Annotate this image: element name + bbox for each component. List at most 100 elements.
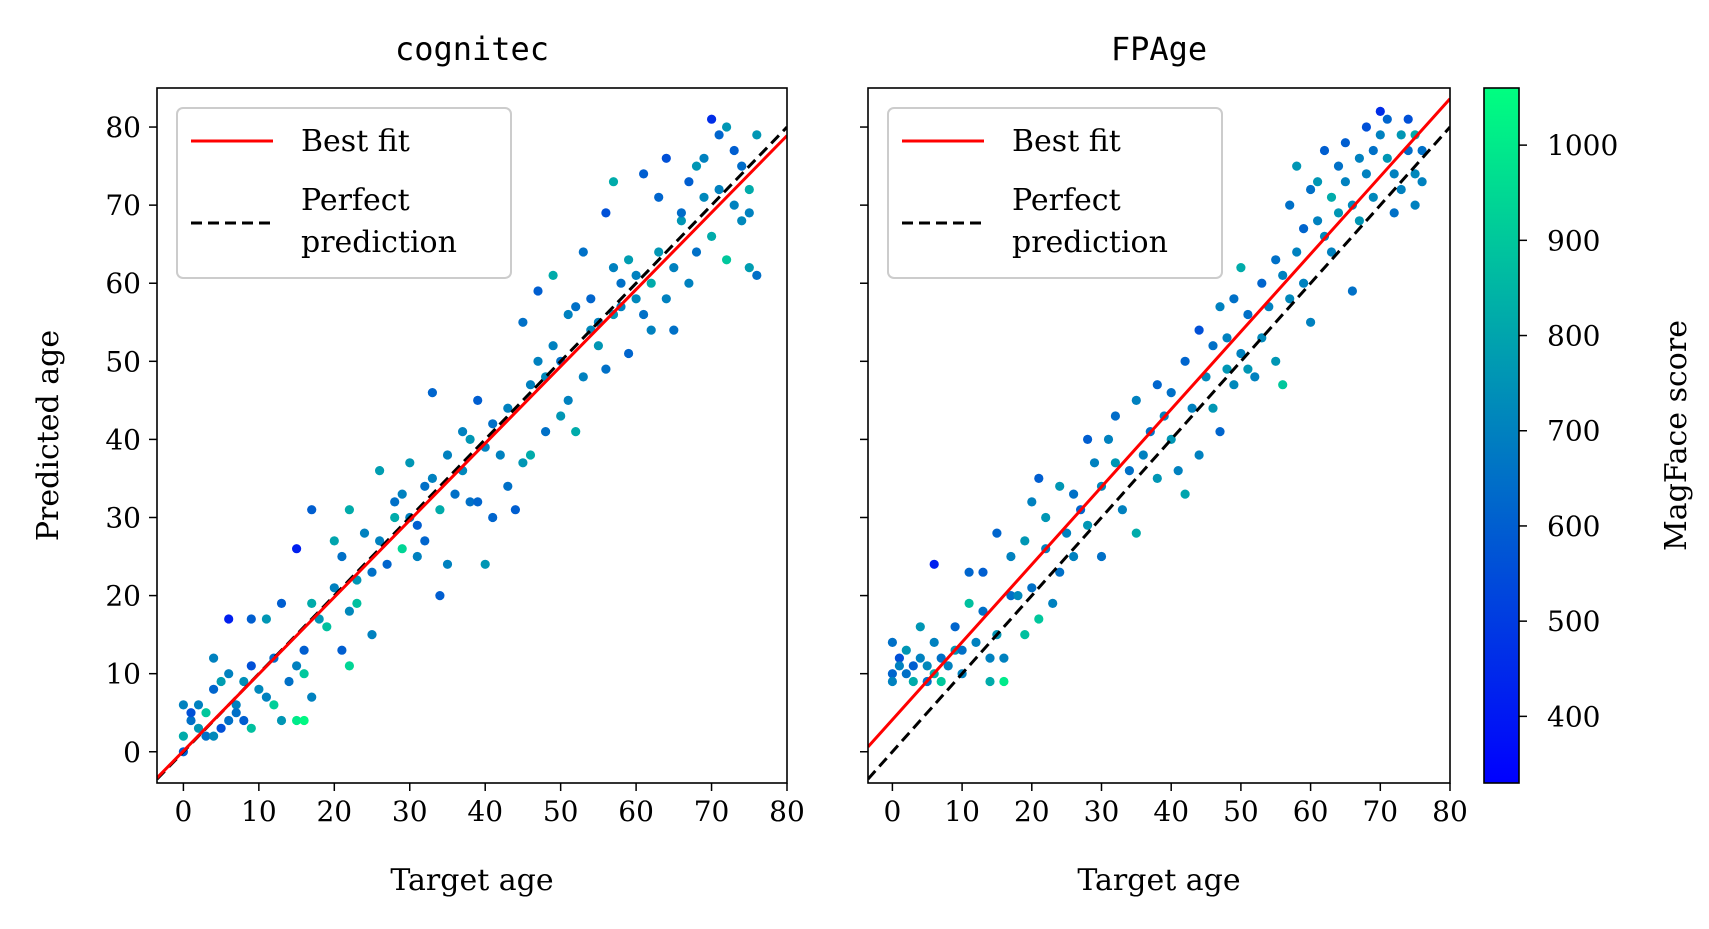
data-point [1034,473,1044,483]
panel-cognitec: 0 10 20 30 40 50 60 70 80 0 10 20 30 40 50 60 70 80 cognit… [31,30,805,898]
data-point [571,302,581,312]
data-point [518,317,528,327]
data-point [292,715,302,726]
data-point [488,512,498,523]
data-point [646,325,656,335]
data-point [915,653,925,663]
data-point [375,466,385,476]
data-point [699,153,709,163]
data-point [473,497,483,507]
data-point [375,536,385,546]
data-point [261,614,271,624]
data-point [992,528,1002,538]
data-point [744,184,754,195]
data-point [1020,630,1030,640]
data-point [1034,614,1044,624]
data-point [186,708,196,718]
data-point [985,676,995,687]
data-point [624,255,634,265]
data-point [488,419,498,429]
data-point [405,458,415,468]
x-tick-label: 20 [316,795,352,828]
data-point [435,505,445,515]
x-tick-label: 10 [241,795,277,828]
data-point [631,294,641,304]
data-point [978,606,988,616]
data-point [193,700,204,710]
data-point [887,676,898,687]
data-point [1326,247,1337,257]
data-point [503,403,513,413]
y-tick-label: 50 [105,345,141,378]
data-point [894,653,905,663]
data-point [292,544,302,554]
y-tick-label: 20 [105,580,141,613]
data-point [1326,192,1337,202]
data-point [1131,395,1141,405]
data-point [254,684,264,694]
data-point [1048,598,1058,609]
data-point [669,263,679,273]
data-point [1375,130,1385,140]
data-point [1375,106,1385,116]
legend-box [176,107,512,279]
data-point [239,715,249,726]
data-point [586,294,596,304]
data-point [533,356,543,366]
data-point [344,606,354,616]
data-point [178,700,188,710]
data-point [1027,497,1037,507]
data-point [269,700,279,710]
data-point [908,676,918,687]
data-point [246,614,256,624]
data-point [1250,372,1260,382]
data-point [639,169,649,179]
data-point [1333,208,1344,218]
data-point [292,661,302,671]
colorbar-tick-label: 800 [1547,320,1600,353]
data-point [894,661,905,671]
data-point [1354,216,1364,226]
data-point [737,161,747,171]
colorbar-tick-label: 700 [1547,415,1600,448]
data-point [231,700,241,710]
data-point [601,364,611,374]
data-point [999,653,1009,663]
data-point [1278,380,1288,390]
data-point [752,270,762,280]
data-point [737,216,747,226]
data-point [691,161,702,171]
data-point [1285,294,1295,304]
colorbar-tick-label: 1000 [1547,129,1618,162]
data-point [224,614,234,624]
legend-perfect-label-line1: Perfect [1012,183,1121,218]
data-point [1089,458,1100,468]
data-point [201,731,211,741]
data-point [216,676,226,687]
data-point [186,715,196,726]
data-point [397,489,407,499]
data-point [246,723,256,733]
data-point [518,458,528,468]
data-point [1389,208,1399,218]
data-point [1152,473,1162,483]
data-point [1013,591,1023,601]
data-point [1215,427,1225,437]
x-tick-label: 60 [1293,795,1329,828]
data-point [661,294,671,304]
data-point [744,263,754,273]
data-point [1180,489,1190,499]
colorbar-label: MagFace score [1659,320,1694,551]
data-point [1340,177,1350,187]
data-point [1229,294,1239,304]
legend-best-fit-label: Best fit [301,124,410,159]
data-point [1361,122,1371,132]
scatter-points [887,106,1427,687]
legend-perfect-label-line2: prediction [301,225,457,260]
perfect-prediction-line [868,126,1450,781]
data-point [901,669,911,679]
data-point [1173,466,1183,476]
data-point [1166,388,1176,398]
data-point [322,622,332,632]
data-point [390,497,400,507]
